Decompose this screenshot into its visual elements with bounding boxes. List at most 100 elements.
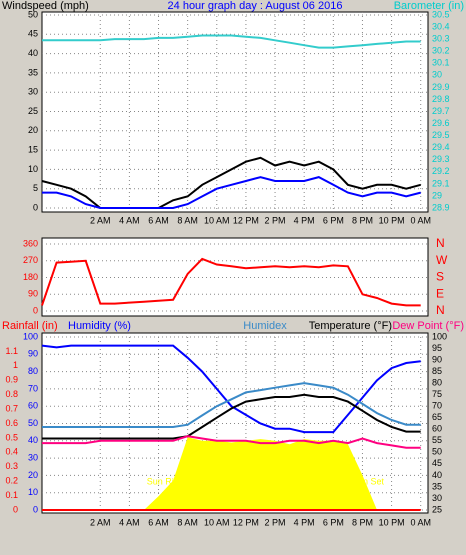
y2-tick-label: 65: [432, 412, 442, 422]
y3-tick-label: 0.6: [5, 418, 18, 428]
y2-tick-label: 29.9: [432, 82, 450, 92]
series-area: [42, 437, 421, 510]
y2-tick-label: 30.4: [432, 21, 450, 31]
y2-tick-label: 50: [432, 447, 442, 457]
y3-tick-label: 0.2: [5, 476, 18, 486]
y2-tick-label: 29: [432, 190, 442, 200]
y2-tick-label: 90: [432, 354, 442, 364]
x-tick-label: 4 PM: [294, 517, 315, 527]
y2-tick-label: N: [436, 236, 445, 250]
y-tick-label: 20: [28, 470, 38, 480]
y-tick-label: 180: [23, 272, 38, 282]
y-tick-label: 80: [28, 366, 38, 376]
y-tick-label: 30: [28, 452, 38, 462]
y2-tick-label: 30: [432, 70, 442, 80]
y2-tick-label: 35: [432, 481, 442, 491]
y3-tick-label: 0: [13, 504, 18, 514]
x-tick-label: 4 AM: [119, 215, 140, 225]
y2-tick-label: 100: [432, 331, 447, 341]
y2-tick-label: 55: [432, 435, 442, 445]
y2-tick-label: 29.5: [432, 130, 450, 140]
x-tick-label: 6 PM: [323, 215, 344, 225]
x-tick-label: 6 PM: [323, 517, 344, 527]
y2-tick-label: 40: [432, 470, 442, 480]
legend-entry: Rainfall (in): [2, 320, 58, 332]
panel: 0 5 10 15 20 25 30 35 40 45 50 30.5 30.4 30.3 30.2 30.1…: [28, 9, 450, 225]
x-tick-label: 8 AM: [177, 215, 198, 225]
y-tick-label: 30: [28, 87, 38, 97]
y2-tick-label: 30.3: [432, 34, 450, 44]
panel: 0102030405060708090100253035404550556065…: [5, 331, 447, 527]
y2-tick-label: 45: [432, 458, 442, 468]
legend-entry: Dew Point (°F): [392, 320, 464, 332]
chart-title: 24 hour graph day : August 06 2016: [168, 0, 343, 12]
windspeed-label: Windspeed (mph): [2, 0, 89, 12]
y-tick-label: 0: [33, 504, 38, 514]
y3-tick-label: 1.1: [5, 346, 18, 356]
y3-tick-label: 0.9: [5, 375, 18, 385]
y3-tick-label: 0.7: [5, 403, 18, 413]
x-tick-label: 2 PM: [265, 215, 286, 225]
annotation: Sun Rise: [147, 476, 184, 486]
x-tick-label: 10 AM: [204, 215, 230, 225]
x-tick-label: 2 PM: [265, 517, 286, 527]
y2-tick-label: 85: [432, 366, 442, 376]
y2-tick-label: 70: [432, 401, 442, 411]
x-tick-label: 6 AM: [148, 517, 169, 527]
y2-tick-label: 60: [432, 424, 442, 434]
series-line: [41, 257, 421, 307]
x-tick-label: 10 AM: [204, 517, 230, 527]
y-tick-label: 15: [28, 144, 38, 154]
y3-tick-label: 1: [13, 360, 18, 370]
x-tick-label: 4 PM: [294, 215, 315, 225]
x-tick-label: 8 AM: [177, 517, 198, 527]
y-tick-label: 50: [28, 418, 38, 428]
annotation: Sun Set: [352, 476, 385, 486]
x-tick-label: 0 AM: [410, 215, 431, 225]
y2-tick-label: 25: [432, 504, 442, 514]
y-tick-label: 90: [28, 289, 38, 299]
x-tick-label: 2 AM: [90, 517, 111, 527]
y3-tick-label: 0.8: [5, 389, 18, 399]
y2-tick-label: 29.6: [432, 118, 450, 128]
y-tick-label: 40: [28, 48, 38, 58]
y-tick-label: 270: [23, 255, 38, 265]
barometer-label: Barometer (in): [394, 0, 464, 12]
x-tick-label: 10 PM: [379, 517, 405, 527]
y-tick-label: 360: [23, 238, 38, 248]
y3-tick-label: 0.1: [5, 490, 18, 500]
x-tick-label: 12 PM: [233, 517, 259, 527]
series-line: [42, 34, 421, 49]
y2-tick-label: 80: [432, 378, 442, 388]
y-tick-label: 40: [28, 435, 38, 445]
y-tick-label: 70: [28, 383, 38, 393]
x-tick-label: 12 PM: [233, 215, 259, 225]
series-line: [42, 393, 421, 440]
y2-tick-label: S: [436, 270, 444, 284]
y-tick-label: 90: [28, 349, 38, 359]
y3-tick-label: 0.4: [5, 447, 18, 457]
y-tick-label: 100: [23, 331, 38, 341]
y2-tick-label: 95: [432, 343, 442, 353]
y3-tick-label: 0.5: [5, 432, 18, 442]
y2-tick-label: N: [436, 303, 445, 317]
y-tick-label: 0: [33, 202, 38, 212]
x-tick-label: 2 AM: [90, 215, 111, 225]
y2-tick-label: 30.2: [432, 46, 450, 56]
y2-tick-label: 30.5: [432, 9, 450, 19]
y-tick-label: 20: [28, 125, 38, 135]
y2-tick-label: 29.1: [432, 178, 450, 188]
x-tick-label: 10 PM: [379, 215, 405, 225]
legend-entry: Temperature (°F): [309, 320, 392, 332]
y2-tick-label: 29.3: [432, 154, 450, 164]
y2-tick-label: 29.8: [432, 94, 450, 104]
series-line: [42, 382, 421, 428]
y-tick-label: 10: [28, 487, 38, 497]
y2-tick-label: 30: [432, 493, 442, 503]
series-line: [42, 435, 421, 449]
y2-tick-label: 29.2: [432, 166, 450, 176]
y-tick-label: 35: [28, 67, 38, 77]
y-tick-label: 5: [33, 183, 38, 193]
y-tick-label: 0: [33, 305, 38, 315]
y2-tick-label: E: [436, 286, 444, 300]
